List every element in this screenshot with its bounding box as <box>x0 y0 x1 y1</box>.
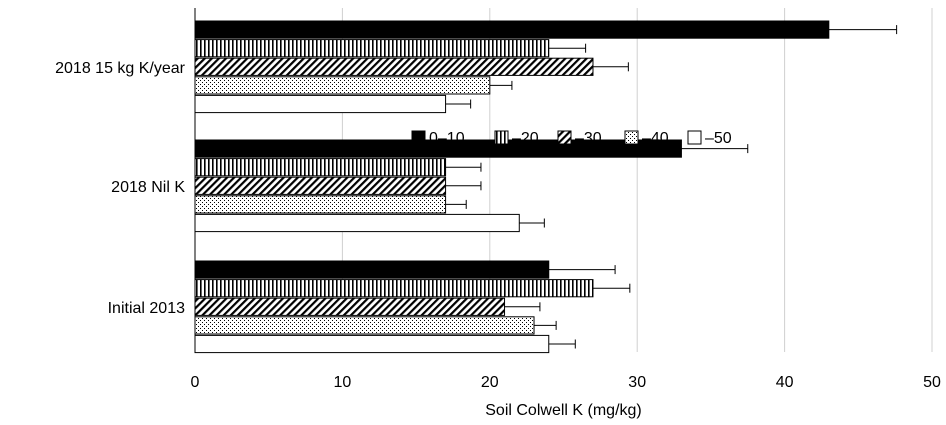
category-label: 2018 15 kg K/year <box>55 60 186 77</box>
bar <box>194 334 550 354</box>
legend-label: –30 <box>575 130 602 147</box>
x-tick-label: 10 <box>334 374 352 391</box>
bar <box>194 158 447 177</box>
x-axis-label: Soil Colwell K (mg/kg) <box>485 402 641 419</box>
bars <box>194 20 830 354</box>
legend-label: –50 <box>705 130 732 147</box>
category-labels: 2018 15 kg K/year 2018 Nil K Initial 2013 <box>55 60 186 317</box>
legend-swatch <box>411 130 426 145</box>
x-tick-label: 40 <box>776 374 794 391</box>
bar <box>194 176 447 195</box>
bar <box>194 76 491 95</box>
category-label: Initial 2013 <box>108 300 185 317</box>
legend-swatch <box>494 130 509 145</box>
bar <box>194 316 535 335</box>
x-tick-labels: 0 10 20 30 40 50 <box>191 374 941 391</box>
legend-label: –20 <box>512 130 539 147</box>
x-tick-label: 30 <box>628 374 646 391</box>
legend-swatch <box>624 130 639 145</box>
legend-swatch <box>687 130 702 145</box>
legend-swatch <box>557 130 572 145</box>
x-tick-label: 50 <box>923 374 941 391</box>
bar <box>194 94 447 114</box>
error-bars <box>445 25 898 349</box>
legend: 0–10 –20 –30 –40 –50 <box>411 130 732 147</box>
bar <box>194 39 550 58</box>
bar <box>194 57 594 76</box>
bar <box>194 297 506 316</box>
legend-label: 0–10 <box>429 130 465 147</box>
category-label: 2018 Nil K <box>111 179 185 196</box>
x-tick-label: 20 <box>481 374 499 391</box>
bar <box>194 213 520 233</box>
legend-label: –40 <box>642 130 669 147</box>
bar <box>194 260 550 279</box>
x-tick-label: 0 <box>191 374 200 391</box>
bar <box>194 195 447 214</box>
bar <box>194 20 830 39</box>
bar <box>194 279 594 298</box>
